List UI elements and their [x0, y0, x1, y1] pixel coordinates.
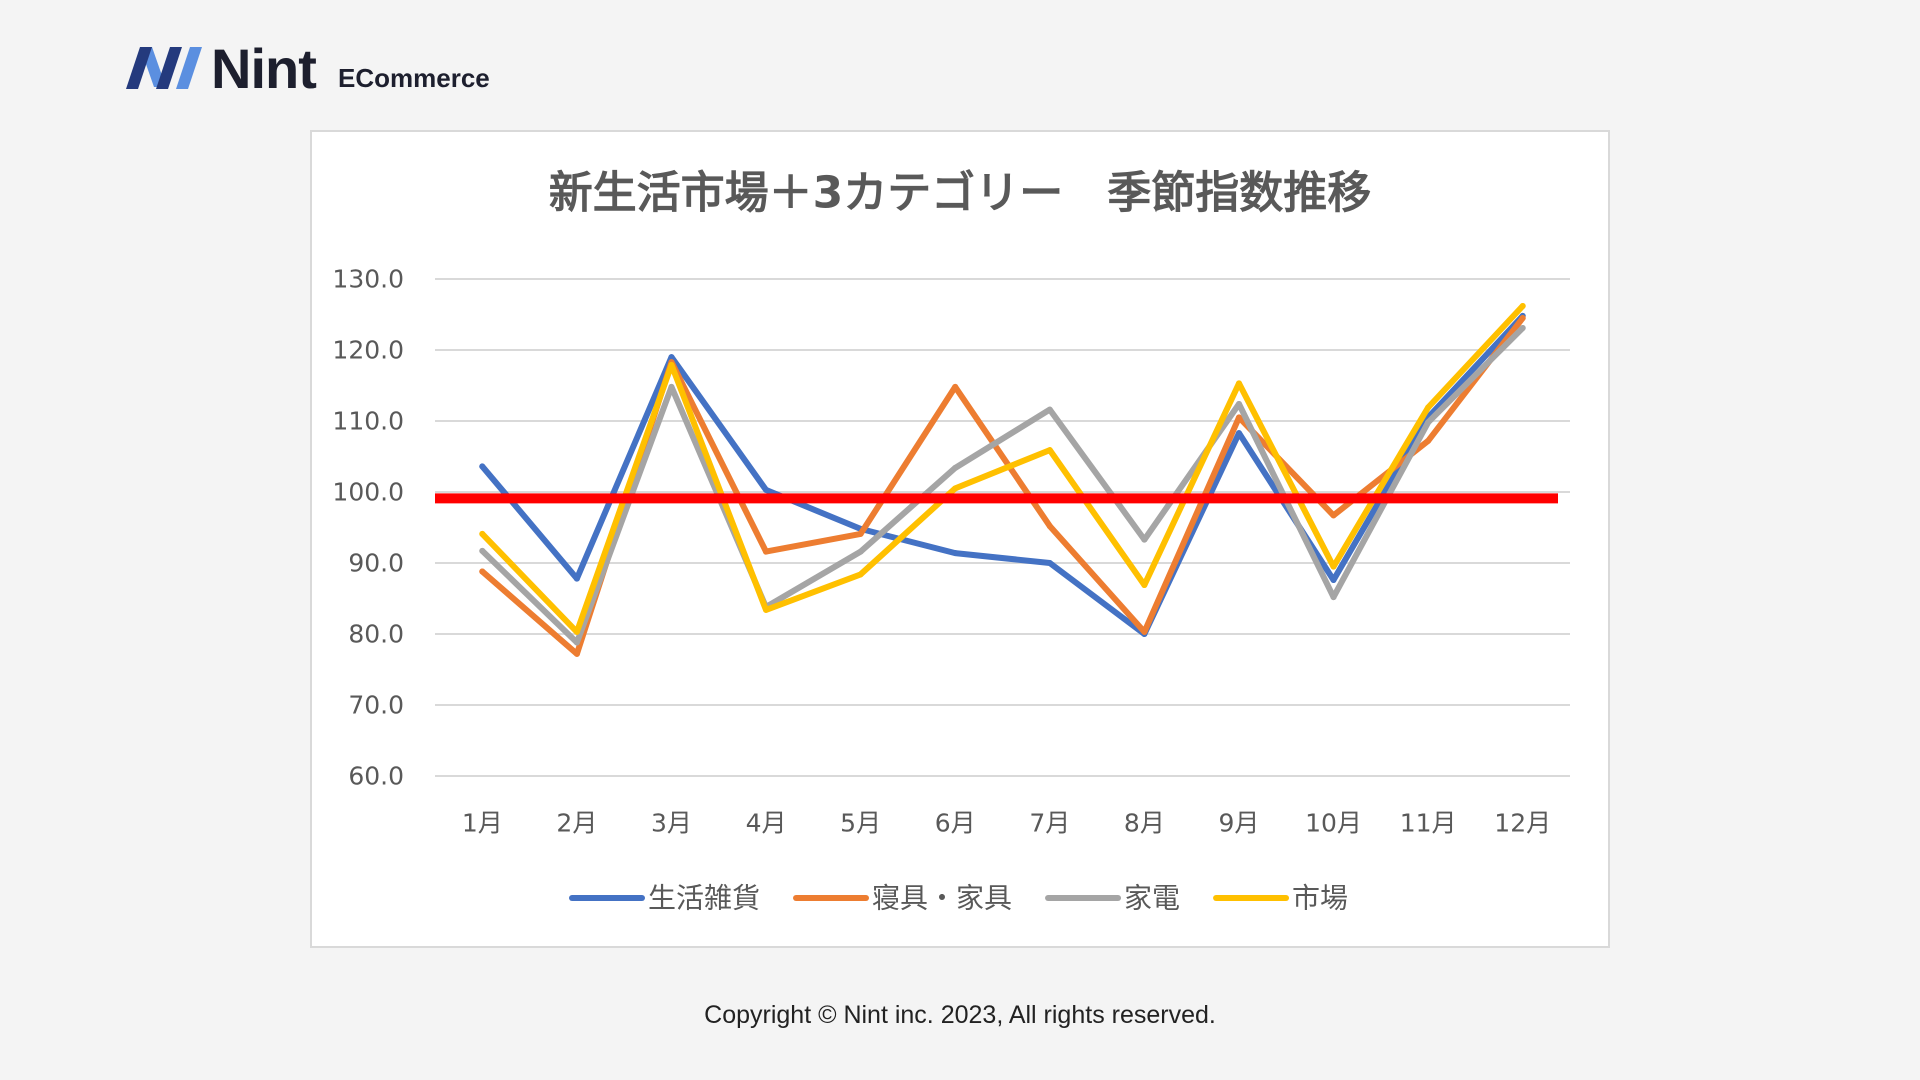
y-tick-label: 60.0: [348, 762, 404, 791]
x-tick-label: 4月: [746, 809, 787, 838]
data-point: [1425, 404, 1432, 411]
copyright-footer: Copyright © Nint inc. 2023, All rights r…: [704, 1001, 1216, 1029]
data-point: [763, 606, 770, 613]
legend-item: 生活雑貨: [569, 882, 760, 915]
chart-title: 新生活市場＋3カテゴリー 季節指数推移: [549, 168, 1372, 219]
logo-mark-right-bar: [156, 47, 182, 89]
data-point: [1235, 380, 1242, 387]
logo-product-name: ECommerce: [338, 63, 490, 93]
data-point: [1235, 400, 1242, 407]
data-point: [857, 548, 864, 555]
data-point: [1046, 523, 1053, 530]
x-tick-label: 5月: [840, 809, 881, 838]
x-tick-label: 6月: [935, 809, 976, 838]
series-1: [479, 312, 1526, 637]
data-point: [479, 463, 486, 470]
x-axis-tick-labels: 1月 2月 3月 4月 5月 6月 7月 8月 9月 10月 11月 12月: [462, 809, 1551, 838]
data-point: [1330, 594, 1337, 601]
chart-container: 新生活市場＋3カテゴリー 季節指数推移 60.0 70.0 80.0 90.0 100.…: [310, 130, 1610, 948]
data-point: [668, 361, 675, 368]
data-point: [479, 568, 486, 575]
y-tick-label: 120.0: [332, 336, 404, 365]
series-4: [479, 302, 1526, 635]
data-point: [573, 639, 580, 646]
y-tick-label: 90.0: [348, 549, 404, 578]
x-tick-label: 12月: [1494, 809, 1551, 838]
x-tick-label: 9月: [1219, 809, 1260, 838]
y-tick-label: 110.0: [332, 407, 404, 436]
data-point: [763, 486, 770, 493]
data-point: [1235, 414, 1242, 421]
data-point: [1046, 406, 1053, 413]
y-tick-label: 80.0: [348, 620, 404, 649]
data-point: [1235, 430, 1242, 437]
y-axis-tick-labels: 60.0 70.0 80.0 90.0 100.0 110.0 120.0 130.0: [332, 265, 404, 791]
data-point: [1046, 447, 1053, 454]
data-point: [1141, 628, 1148, 635]
legend-item: 市場: [1213, 882, 1348, 915]
data-point: [952, 485, 959, 492]
nint-logo-mark-icon: [126, 47, 202, 89]
legend: 生活雑貨 寝具・家具 家電 市場: [569, 882, 1348, 915]
data-point: [763, 548, 770, 555]
logo-name: Nint: [211, 37, 317, 100]
data-point: [1425, 419, 1432, 426]
data-point: [952, 383, 959, 390]
line-chart: 新生活市場＋3カテゴリー 季節指数推移 60.0 70.0 80.0 90.0 100.…: [332, 168, 1570, 915]
legend-item: 家電: [1045, 882, 1180, 915]
x-tick-label: 3月: [651, 809, 692, 838]
data-point: [573, 575, 580, 582]
data-point: [573, 650, 580, 657]
x-tick-label: 1月: [462, 809, 503, 838]
y-tick-label: 100.0: [332, 478, 404, 507]
legend-label: 市場: [1292, 882, 1348, 915]
data-point: [857, 530, 864, 537]
series-line-3: [479, 325, 1526, 646]
x-tick-label: 7月: [1029, 809, 1070, 838]
data-point: [857, 571, 864, 578]
data-point: [1330, 563, 1337, 570]
data-point: [952, 464, 959, 471]
x-tick-label: 10月: [1305, 809, 1362, 838]
series-line-4: [479, 303, 1526, 635]
x-tick-label: 2月: [556, 809, 597, 838]
legend-label: 生活雑貨: [648, 882, 760, 915]
data-point: [668, 383, 675, 390]
x-tick-label: 11月: [1400, 809, 1457, 838]
series-line-2: [479, 315, 1526, 657]
data-point: [1519, 324, 1526, 331]
series-line-1: [479, 312, 1526, 637]
legend-label: 寝具・家具: [872, 882, 1012, 915]
legend-item: 寝具・家具: [793, 882, 1012, 915]
x-tick-label: 8月: [1124, 809, 1165, 838]
y-tick-label: 130.0: [332, 265, 404, 294]
y-tick-label: 70.0: [348, 691, 404, 720]
logo-mark-left-bar: [126, 47, 152, 89]
data-point: [1141, 582, 1148, 589]
logo-mark-accent-bar: [176, 47, 202, 89]
data-point: [1519, 315, 1526, 322]
gridlines: [435, 278, 1570, 777]
legend-label: 家電: [1124, 882, 1180, 915]
data-point: [479, 547, 486, 554]
series-lines: [479, 302, 1526, 657]
data-point: [573, 628, 580, 635]
data-point: [479, 530, 486, 537]
data-point: [952, 550, 959, 557]
data-point: [1330, 577, 1337, 584]
data-point: [1141, 536, 1148, 543]
data-point: [1425, 437, 1432, 444]
data-point: [668, 354, 675, 361]
data-point: [1330, 512, 1337, 519]
data-point: [1046, 560, 1053, 566]
data-point: [1519, 302, 1526, 309]
